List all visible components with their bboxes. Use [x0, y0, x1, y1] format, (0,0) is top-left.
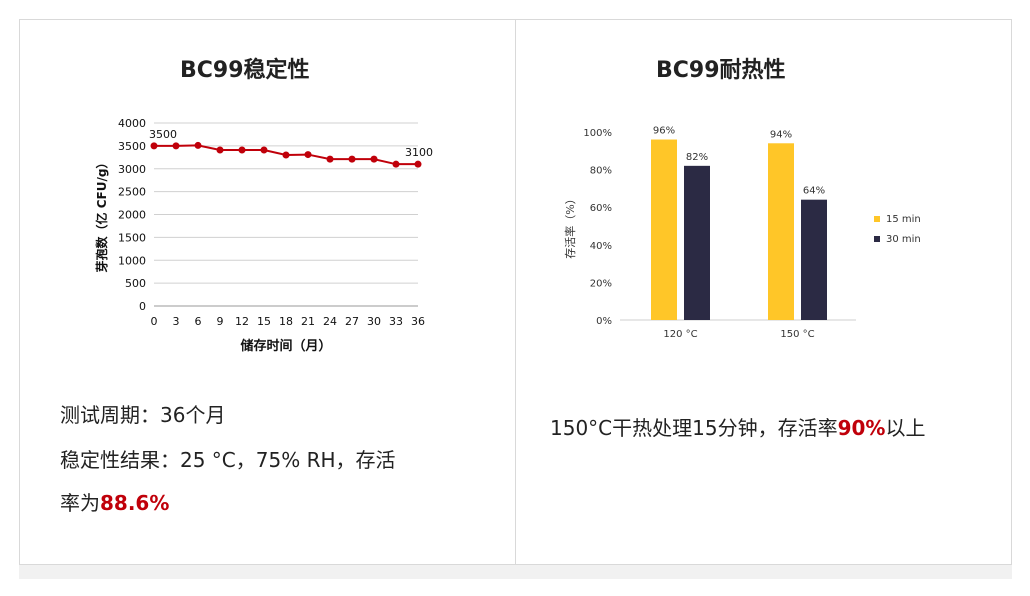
- data-label: 3100: [405, 146, 433, 159]
- y-tick-label: 80%: [590, 166, 612, 177]
- x-tick-label: 0: [151, 315, 158, 328]
- x-tick-label: 36: [411, 315, 425, 328]
- x-tick-label: 120 °C: [663, 329, 697, 340]
- x-tick-label: 18: [279, 315, 293, 328]
- x-tick-label: 9: [217, 315, 224, 328]
- heat-result-line: 150°C干热处理15分钟，存活率90%以上: [550, 412, 925, 441]
- heat-resistance-panel: BC99耐热性 0% 20% 40% 60% 80% 100% 96% 82% 120 °C 94…: [515, 19, 1012, 565]
- y-tick-label: 20%: [590, 278, 612, 289]
- data-point: [282, 151, 290, 159]
- x-tick-label: 12: [235, 315, 249, 328]
- heat-result-prefix: 150°C干热处理15分钟，存活率: [550, 416, 838, 440]
- bottom-strip: [19, 565, 1012, 579]
- y-tick-label: 2000: [118, 209, 146, 222]
- y-tick-label: 0: [139, 300, 146, 313]
- y-tick-label: 500: [125, 277, 146, 290]
- y-tick-label: 3000: [118, 163, 146, 176]
- x-tick-label: 15: [257, 315, 271, 328]
- bar: [684, 165, 710, 320]
- x-axis-title: 储存时间（月）: [239, 338, 331, 354]
- y-tick-label: 100%: [583, 128, 612, 139]
- x-tick-label: 3: [173, 315, 180, 328]
- y-tick-label: 1000: [118, 254, 146, 267]
- x-tick-label: 6: [195, 315, 202, 328]
- y-tick-label: 1500: [118, 231, 146, 244]
- data-point: [238, 146, 246, 154]
- y-tick-label: 4000: [118, 117, 146, 130]
- data-point: [304, 151, 312, 159]
- data-point: [414, 160, 422, 168]
- stability-panel: BC99稳定性 0 500 1000 1500 2000 2500 3000 3500 4000…: [19, 19, 516, 565]
- x-tick-label: 24: [323, 315, 337, 328]
- legend-swatch: [874, 216, 880, 222]
- x-tick-label: 30: [367, 315, 381, 328]
- heat-bar-chart: 0% 20% 40% 60% 80% 100% 96% 82% 120 °C 94% 64% 150 …: [563, 126, 921, 340]
- y-tick-label: 3500: [118, 140, 146, 153]
- legend-label: 30 min: [886, 234, 921, 245]
- data-point: [392, 160, 400, 168]
- test-period-text: 测试周期：36个月: [60, 403, 226, 427]
- y-tick-label: 40%: [590, 241, 612, 252]
- data-point: [326, 155, 334, 163]
- bar-value-label: 64%: [803, 186, 825, 197]
- data-point: [370, 155, 378, 163]
- bar: [768, 143, 794, 320]
- bar-value-label: 82%: [686, 152, 708, 163]
- data-point: [150, 142, 158, 150]
- stability-chart-title: BC99稳定性: [180, 58, 310, 83]
- survival-rate-prefix: 率为: [60, 491, 100, 515]
- y-axis-title: 芽孢数（亿 CFU/g）: [94, 157, 109, 273]
- data-point: [216, 146, 224, 154]
- data-label: 3500: [149, 128, 177, 141]
- y-tick-label: 60%: [590, 203, 612, 214]
- bar: [801, 199, 827, 320]
- data-point: [260, 146, 268, 154]
- y-tick-label: 2500: [118, 186, 146, 199]
- x-tick-label: 33: [389, 315, 403, 328]
- survival-rate-value: 88.6%: [100, 491, 170, 515]
- y-tick-label: 0%: [596, 316, 612, 327]
- y-axis-title: 存活率（%）: [563, 193, 577, 258]
- x-tick-label: 150 °C: [780, 329, 814, 340]
- legend-swatch: [874, 236, 880, 242]
- data-point: [348, 155, 356, 163]
- bar-value-label: 96%: [653, 126, 675, 137]
- x-tick-label: 21: [301, 315, 315, 328]
- heat-result-suffix: 以上: [885, 416, 926, 440]
- legend-label: 15 min: [886, 214, 921, 225]
- x-tick-label: 27: [345, 315, 359, 328]
- data-point: [172, 142, 180, 150]
- heat-result-value: 90%: [837, 416, 886, 440]
- data-point: [194, 141, 202, 149]
- survival-rate-line: 率为88.6%: [60, 487, 169, 516]
- bar: [651, 139, 677, 320]
- heat-chart-title: BC99耐热性: [656, 58, 786, 83]
- bar-value-label: 94%: [770, 129, 792, 140]
- stability-result-text: 稳定性结果：25 °C，75% RH，存活: [60, 448, 396, 472]
